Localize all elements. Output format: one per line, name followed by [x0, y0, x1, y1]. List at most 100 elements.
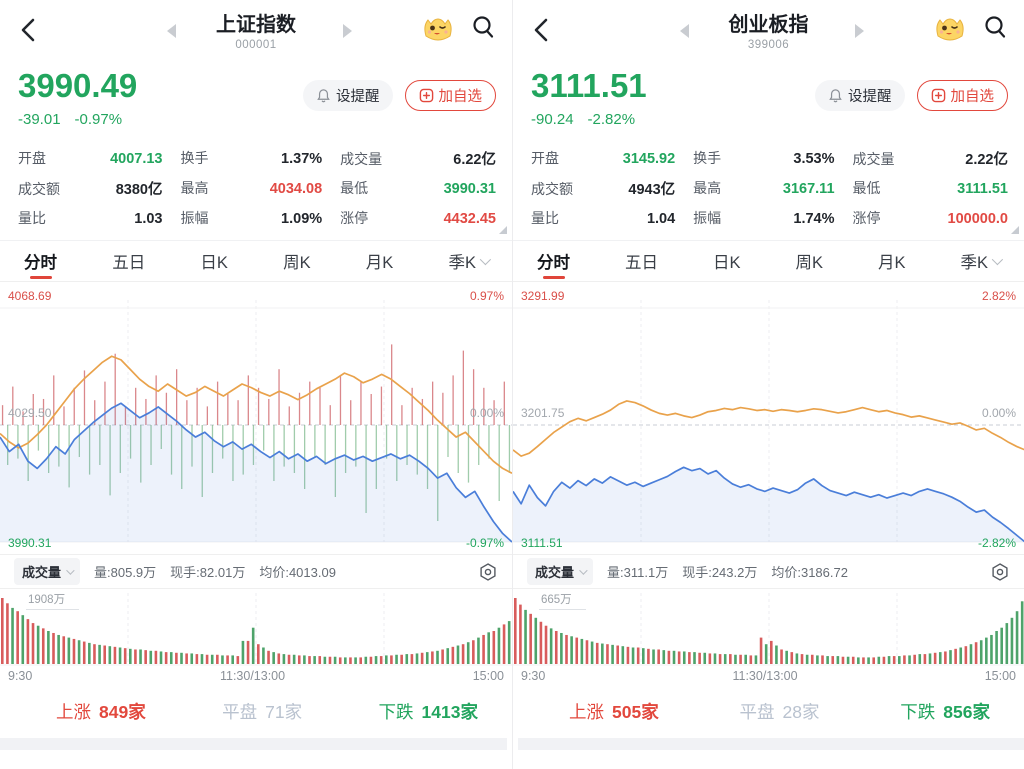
chart-low-label: 3990.31 — [8, 536, 52, 550]
chart-low-label: 3111.51 — [521, 536, 563, 550]
current-price: 3111.51 — [531, 67, 647, 104]
unchanged-item[interactable]: 平盘 71家 — [222, 702, 303, 722]
stat-open: 开盘 4007.13 — [18, 150, 163, 167]
avg-price-stat: 均价:4013.09 — [259, 565, 336, 580]
volume-indicator-selector[interactable]: 成交量 — [14, 558, 81, 585]
bell-icon — [317, 89, 330, 103]
advancers-item[interactable]: 上涨 849家 — [56, 702, 146, 722]
time-open: 9:30 — [521, 669, 546, 683]
tab-intraday[interactable]: 分时 — [22, 241, 59, 281]
next-section-strip — [518, 738, 1024, 750]
change-percent: -2.82% — [587, 111, 636, 128]
tab-5day[interactable]: 五日 — [112, 254, 146, 272]
stats-grid: 开盘 4007.13 换手 1.37% 成交量 6.22亿 成交额 8380亿 最高 40… — [0, 140, 512, 238]
chart-zero-pct-label: 0.00% — [981, 406, 1016, 420]
tab-quarterly-k[interactable]: 季K — [958, 241, 1004, 281]
unchanged-item[interactable]: 平盘 28家 — [739, 702, 820, 722]
search-icon[interactable] — [982, 14, 1008, 40]
time-midday: 11:30/13:00 — [732, 669, 798, 683]
stat-high: 最高 3167.11 — [693, 180, 835, 197]
mascot-assistant-icon[interactable] — [932, 10, 968, 44]
tab-monthly-k[interactable]: 月K — [877, 254, 906, 272]
page-title: 上证指数 — [216, 14, 296, 36]
set-alert-label: 设提醒 — [336, 89, 380, 105]
prev-index-arrow-icon[interactable] — [680, 24, 689, 38]
quote-actions: 设提醒 加自选 — [303, 80, 496, 111]
time-open: 9:30 — [8, 669, 33, 683]
next-index-arrow-icon[interactable] — [855, 24, 864, 38]
back-icon[interactable] — [529, 17, 555, 43]
volume-max-label: 665万 — [539, 591, 586, 610]
volume-chart[interactable]: 1908万 — [0, 589, 512, 667]
volume-chart[interactable]: 665万 — [513, 589, 1024, 667]
tab-quarterly-k[interactable]: 季K — [446, 241, 492, 281]
volume-max-label: 1908万 — [26, 591, 80, 610]
quote-block: 3990.49 -39.01 -0.97% 设提醒 加自选 — [0, 60, 512, 140]
chart-high-label: 3291.99 — [521, 289, 565, 303]
change-value: -39.01 — [18, 111, 61, 128]
intraday-chart-svg — [513, 300, 1024, 543]
settings-icon[interactable] — [478, 562, 498, 582]
prev-index-arrow-icon[interactable] — [167, 24, 176, 38]
price-block: 3111.51 -90.24 -2.82% — [531, 67, 647, 129]
market-breadth: 上涨 849家 平盘 71家 下跌 1413家 — [0, 687, 512, 734]
title-block: 创业板指 399006 — [729, 8, 809, 51]
current-price: 3990.49 — [18, 67, 138, 104]
settings-icon[interactable] — [990, 562, 1010, 582]
next-section-strip — [0, 738, 507, 750]
set-alert-button[interactable]: 设提醒 — [815, 80, 905, 111]
volume-stat: 量:805.9万 — [94, 565, 157, 580]
stat-amount: 成交额 4943亿 — [531, 181, 676, 198]
tab-daily-k[interactable]: 日K — [712, 254, 741, 272]
time-axis: 9:30 11:30/13:00 15:00 — [0, 667, 512, 687]
stats-grid: 开盘 3145.92 换手 3.53% 成交量 2.22亿 成交额 4943亿 最高 31… — [513, 140, 1024, 238]
period-tabs: 分时 五日 日K 周K 月K 季K — [0, 241, 512, 282]
advancers-item[interactable]: 上涨 505家 — [569, 702, 659, 722]
set-alert-button[interactable]: 设提醒 — [303, 80, 393, 111]
mascot-assistant-icon[interactable] — [420, 10, 456, 44]
expand-stats-icon[interactable] — [1011, 226, 1019, 234]
quote-block: 3111.51 -90.24 -2.82% 设提醒 加自选 — [513, 60, 1024, 140]
price-change: -90.24 -2.82% — [531, 111, 647, 128]
index-code: 399006 — [747, 39, 790, 51]
tab-monthly-k[interactable]: 月K — [365, 254, 394, 272]
header: 创业板指 399006 — [513, 0, 1024, 60]
time-midday: 11:30/13:00 — [219, 669, 286, 683]
add-watchlist-label: 加自选 — [950, 89, 995, 105]
expand-stats-icon[interactable] — [499, 226, 507, 234]
stat-volume-ratio: 量比 1.03 — [18, 210, 163, 227]
stat-volume: 成交量 6.22亿 — [340, 151, 496, 168]
stat-open: 开盘 3145.92 — [531, 150, 676, 167]
add-plus-icon — [931, 88, 945, 103]
tab-5day[interactable]: 五日 — [624, 254, 658, 272]
stat-low: 最低 3990.31 — [340, 180, 496, 197]
add-watchlist-button[interactable]: 加自选 — [404, 80, 496, 111]
decliners-item[interactable]: 下跌 856家 — [900, 702, 990, 722]
intraday-chart[interactable]: 3291.99 2.82% 3201.75 0.00% 3111.51 -2.8… — [513, 282, 1024, 554]
tab-daily-k[interactable]: 日K — [200, 254, 228, 272]
chart-low-pct-label: -0.97% — [465, 536, 504, 550]
decliners-item[interactable]: 下跌 1413家 — [378, 702, 478, 722]
chevron-down-icon — [991, 253, 1004, 266]
change-percent: -0.97% — [74, 111, 123, 128]
intraday-chart[interactable]: 4068.69 0.97% 4029.50 0.00% 3990.31 -0.9… — [0, 282, 512, 554]
back-icon[interactable] — [16, 17, 42, 43]
change-value: -90.24 — [531, 111, 574, 128]
next-index-arrow-icon[interactable] — [343, 24, 352, 38]
price-change: -39.01 -0.97% — [18, 111, 137, 128]
tab-intraday[interactable]: 分时 — [535, 241, 572, 281]
search-icon[interactable] — [470, 14, 496, 40]
panel-chinext-index: 创业板指 399006 3111.51 -90.24 -2.82% — [512, 0, 1024, 769]
period-tabs: 分时 五日 日K 周K 月K 季K — [513, 241, 1024, 282]
stat-amount: 成交额 8380亿 — [18, 181, 163, 198]
tab-weekly-k[interactable]: 周K — [795, 254, 823, 272]
title-block: 上证指数 000001 — [216, 8, 296, 51]
chevron-down-icon — [479, 253, 492, 266]
volume-indicator-selector[interactable]: 成交量 — [527, 558, 594, 585]
add-watchlist-button[interactable]: 加自选 — [916, 80, 1008, 111]
quote-actions: 设提醒 加自选 — [815, 80, 1008, 111]
price-block: 3990.49 -39.01 -0.97% — [18, 67, 138, 129]
tab-weekly-k[interactable]: 周K — [283, 254, 311, 272]
add-watchlist-label: 加自选 — [438, 89, 483, 105]
volume-chart-svg — [513, 593, 1024, 666]
